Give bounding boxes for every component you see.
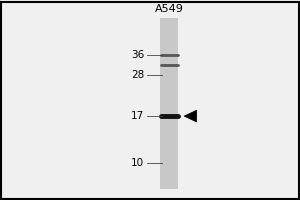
Text: 10: 10: [131, 158, 144, 168]
Text: 17: 17: [131, 111, 144, 121]
Bar: [160, 18, 178, 189]
Text: 36: 36: [131, 50, 144, 60]
Polygon shape: [184, 110, 197, 122]
Text: 28: 28: [131, 70, 144, 80]
Text: A549: A549: [155, 4, 184, 14]
